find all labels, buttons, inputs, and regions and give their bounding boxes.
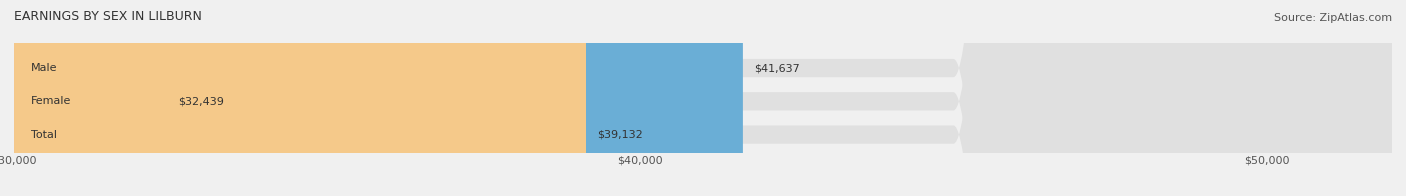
- FancyBboxPatch shape: [0, 0, 453, 196]
- FancyBboxPatch shape: [14, 0, 586, 196]
- FancyBboxPatch shape: [14, 0, 742, 196]
- Text: $41,637: $41,637: [754, 63, 800, 73]
- FancyBboxPatch shape: [14, 0, 1392, 196]
- Text: $39,132: $39,132: [598, 130, 643, 140]
- Text: EARNINGS BY SEX IN LILBURN: EARNINGS BY SEX IN LILBURN: [14, 10, 202, 23]
- FancyBboxPatch shape: [14, 0, 1392, 196]
- FancyBboxPatch shape: [14, 0, 1392, 196]
- Text: Female: Female: [31, 96, 70, 106]
- Text: $32,439: $32,439: [177, 96, 224, 106]
- Text: Male: Male: [31, 63, 58, 73]
- Text: Source: ZipAtlas.com: Source: ZipAtlas.com: [1274, 13, 1392, 23]
- Text: Total: Total: [31, 130, 56, 140]
